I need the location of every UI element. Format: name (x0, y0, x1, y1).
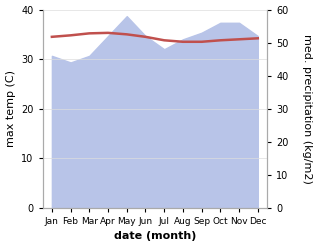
Y-axis label: med. precipitation (kg/m2): med. precipitation (kg/m2) (302, 34, 313, 184)
Y-axis label: max temp (C): max temp (C) (5, 70, 16, 147)
X-axis label: date (month): date (month) (114, 231, 196, 242)
